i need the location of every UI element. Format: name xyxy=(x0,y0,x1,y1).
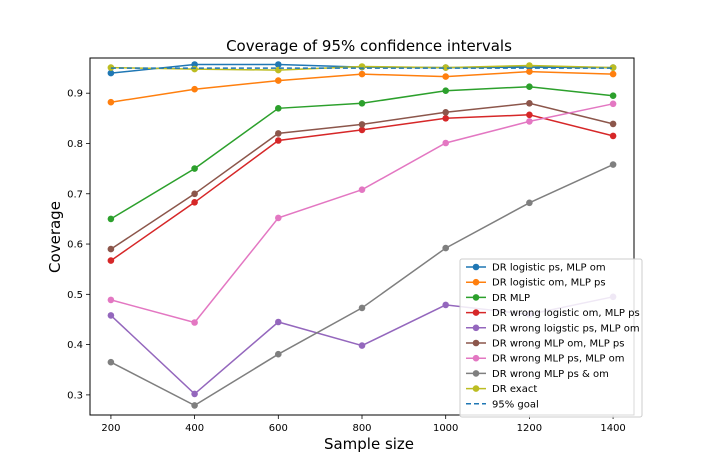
y-tick-label-1: 0.4 xyxy=(67,340,83,351)
data-point-5-2 xyxy=(275,130,282,137)
legend-marker-8 xyxy=(472,385,480,392)
x-tick-label-2: 600 xyxy=(269,423,288,434)
data-point-0-0 xyxy=(107,69,115,77)
data-point-3-2 xyxy=(275,137,282,144)
data-point-8-0 xyxy=(107,64,115,71)
legend-marker-1 xyxy=(472,278,480,286)
x-tick-label-3: 800 xyxy=(352,423,371,434)
data-point-7-4 xyxy=(442,244,450,252)
legend-marker-2 xyxy=(472,294,480,301)
data-point-3-1 xyxy=(191,199,198,206)
data-point-7-2 xyxy=(275,350,282,358)
data-point-6-3 xyxy=(358,186,366,193)
data-point-1-5 xyxy=(526,68,533,75)
legend-box xyxy=(459,258,643,418)
data-point-5-6 xyxy=(609,120,617,128)
data-point-5-3 xyxy=(358,121,366,128)
data-point-7-0 xyxy=(107,358,115,366)
data-point-7-1 xyxy=(191,402,198,409)
legend-label-3: DR wrong logistic om, MLP ps xyxy=(492,308,640,319)
data-point-6-4 xyxy=(442,139,450,147)
data-point-6-6 xyxy=(609,100,617,108)
data-point-2-0 xyxy=(107,215,115,223)
legend: DR logistic ps, MLP om DR logistic om, ML… xyxy=(459,258,643,418)
x-axis-title: Sample size xyxy=(324,435,414,453)
data-point-2-3 xyxy=(358,100,366,107)
data-point-5-4 xyxy=(442,109,450,116)
data-point-5-0 xyxy=(107,245,115,253)
x-tick-label-6: 1400 xyxy=(600,423,625,434)
data-point-5-5 xyxy=(526,100,533,107)
y-axis-title: Coverage xyxy=(46,201,64,273)
data-point-3-4 xyxy=(442,115,450,122)
data-point-5-1 xyxy=(191,190,198,198)
legend-marker-0 xyxy=(472,263,480,271)
data-point-6-5 xyxy=(526,118,533,125)
legend-label-4: DR wrong loigstic ps, MLP om xyxy=(492,323,640,334)
data-point-4-2 xyxy=(275,318,282,326)
data-point-2-4 xyxy=(442,87,450,94)
plot-area: 200 400 600 800 1000 1200 1400 0.3 0.4 0.5 0.6 0.7 0… xyxy=(67,57,635,434)
x-tick-label-0: 200 xyxy=(101,423,120,434)
y-tick-label-4: 0.7 xyxy=(67,189,83,200)
x-tick-label-4: 1000 xyxy=(433,423,458,434)
data-point-4-3 xyxy=(358,342,366,349)
data-point-7-3 xyxy=(358,304,366,312)
legend-label-9: 95% goal xyxy=(492,399,539,410)
data-point-8-6 xyxy=(609,64,617,71)
data-point-1-0 xyxy=(107,98,115,106)
data-point-8-4 xyxy=(442,64,450,71)
data-point-6-1 xyxy=(191,319,198,326)
y-tick-label-0: 0.3 xyxy=(67,390,83,401)
data-point-7-5 xyxy=(526,199,533,207)
y-tick-label-5: 0.8 xyxy=(67,139,83,150)
legend-label-0: DR logistic ps, MLP om xyxy=(492,263,606,274)
legend-marker-6 xyxy=(472,354,480,362)
data-point-4-1 xyxy=(191,390,198,398)
data-point-1-1 xyxy=(191,85,198,93)
data-point-3-5 xyxy=(526,111,533,119)
legend-label-6: DR wrong MLP ps, MLP om xyxy=(492,354,624,365)
data-point-2-2 xyxy=(275,105,282,112)
x-tick-label-1: 400 xyxy=(185,423,204,434)
data-point-3-6 xyxy=(609,132,617,140)
data-point-6-2 xyxy=(275,214,282,222)
data-point-6-0 xyxy=(107,296,115,304)
data-point-3-3 xyxy=(358,126,366,134)
data-point-8-1 xyxy=(191,65,198,73)
data-point-1-4 xyxy=(442,73,450,80)
legend-marker-3 xyxy=(472,309,480,316)
data-point-3-0 xyxy=(107,257,115,264)
legend-marker-7 xyxy=(472,370,480,377)
legend-marker-5 xyxy=(472,339,480,347)
data-point-7-6 xyxy=(609,161,617,168)
y-tick-label-2: 0.5 xyxy=(67,290,83,301)
data-point-0-1 xyxy=(191,61,198,68)
y-tick-label-3: 0.6 xyxy=(67,240,83,251)
legend-label-8: DR exact xyxy=(492,384,537,395)
data-point-4-0 xyxy=(107,312,115,319)
data-point-2-1 xyxy=(191,165,198,172)
legend-marker-4 xyxy=(472,324,480,332)
data-point-1-2 xyxy=(275,77,282,84)
data-point-1-6 xyxy=(609,70,617,78)
data-point-1-3 xyxy=(358,70,366,78)
chart-title: Coverage of 95% confidence intervals xyxy=(226,37,512,55)
data-point-2-5 xyxy=(526,83,533,90)
legend-label-2: DR MLP xyxy=(492,293,530,304)
data-point-4-4 xyxy=(442,301,450,309)
legend-label-5: DR wrong MLP om, MLP ps xyxy=(492,339,624,350)
legend-label-1: DR logistic om, MLP ps xyxy=(492,278,606,289)
data-point-8-5 xyxy=(526,62,533,69)
y-tick-label-6: 0.9 xyxy=(67,89,83,100)
data-point-0-2 xyxy=(275,61,282,68)
data-point-2-6 xyxy=(609,92,617,99)
x-tick-label-5: 1200 xyxy=(517,423,542,434)
legend-label-7: DR wrong MLP ps & om xyxy=(492,369,609,380)
